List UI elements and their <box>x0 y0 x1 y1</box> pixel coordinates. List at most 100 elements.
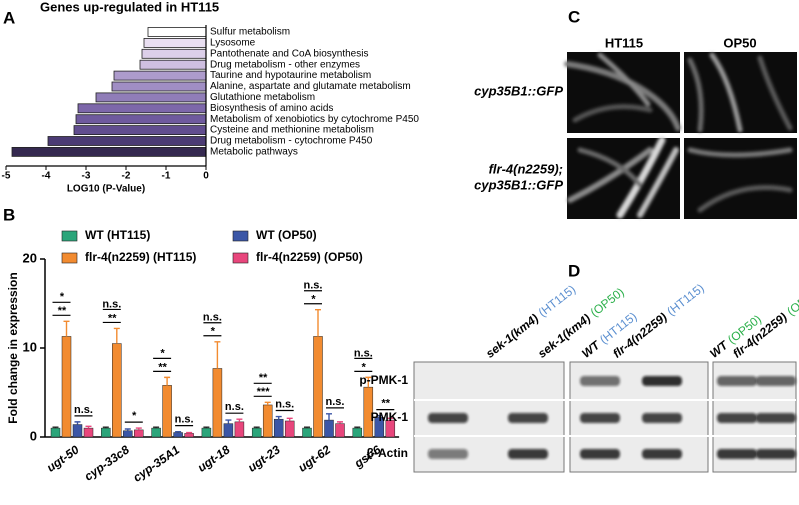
lane-condition: (HT115) <box>664 281 707 319</box>
bar <box>184 433 194 438</box>
lane-condition: (HT115) <box>536 282 579 320</box>
category-label: Metabolic pathways <box>210 147 298 158</box>
row-label: p-PMK-1 <box>359 373 408 387</box>
blot-band <box>717 449 757 459</box>
row-label: flr-4(n2259); <box>489 161 563 176</box>
bar <box>134 429 144 438</box>
significance-label: * <box>361 361 366 373</box>
x-tick-label: cyp-33c8 <box>82 442 132 483</box>
error-bar <box>253 426 260 429</box>
category-label: Cysteine and methionine metabolism <box>210 125 374 136</box>
error-bar <box>337 421 343 424</box>
blot-band <box>580 449 620 459</box>
x-tick-label: cyp-35A1 <box>130 442 182 484</box>
error-bar <box>74 421 81 425</box>
x-tick-label: -4 <box>42 171 51 182</box>
significance-label: n.s. <box>354 347 373 359</box>
blot <box>413 361 797 473</box>
bar <box>61 336 72 438</box>
error-bar <box>175 430 182 433</box>
bar <box>77 103 207 114</box>
significance-label: ** <box>57 305 66 317</box>
significance-label: ** <box>108 312 117 324</box>
category-label: Drug metabolism - cytochrome P450 <box>210 136 373 147</box>
significance-label: * <box>132 410 137 422</box>
category-label: Pantothenate and CoA biosynthesis <box>210 48 368 59</box>
bar <box>47 136 207 146</box>
bar <box>72 424 83 438</box>
legend-label: WT (HT115) <box>85 228 150 242</box>
significance-label: ** <box>381 398 390 410</box>
legend-swatch <box>232 252 249 264</box>
blot-band <box>756 449 796 459</box>
error-bar <box>102 426 109 429</box>
significance-label: n.s. <box>102 298 121 310</box>
bar <box>251 427 262 438</box>
bar <box>151 427 161 438</box>
blot-band <box>642 413 682 423</box>
lane-label: sek-1(km4)(HT115) <box>483 282 578 361</box>
bar <box>173 432 183 438</box>
category-label: Sulfur metabolism <box>210 27 290 38</box>
x-tick-label: -5 <box>2 171 11 182</box>
lane-genotype: sek-1(km4) <box>483 311 541 361</box>
lane-condition: (OP50) <box>784 284 799 319</box>
bar <box>73 125 207 135</box>
legend-swatch <box>232 230 249 242</box>
x-tick-label: ugt-62 <box>296 442 334 474</box>
bar <box>262 404 273 438</box>
error-bar <box>135 427 142 430</box>
error-bar <box>236 418 243 422</box>
row-label: PMK-1 <box>371 410 409 424</box>
blot-band <box>580 413 620 423</box>
error-bar <box>164 376 171 386</box>
blot-band <box>428 449 468 459</box>
error-bar <box>387 417 394 421</box>
bar <box>75 114 207 125</box>
error-bar <box>264 401 271 405</box>
blot-band <box>756 376 796 386</box>
category-label: Glutathione metabolism <box>210 92 315 103</box>
significance-label: n.s. <box>304 280 323 292</box>
bar <box>83 427 94 438</box>
bar <box>234 421 245 438</box>
category-label: Metabolism of xenobiotics by cytochrome … <box>210 114 419 125</box>
category-label: Alanine, aspartate and glutamate metabol… <box>210 81 411 92</box>
y-tick-label: 20 <box>23 250 37 265</box>
bar <box>284 420 295 438</box>
error-bar <box>52 426 59 429</box>
bar <box>352 427 363 438</box>
significance-label: n.s. <box>74 404 93 416</box>
x-tick-label: ugt-50 <box>44 442 82 474</box>
bar <box>141 48 207 59</box>
bar <box>139 59 207 70</box>
x-tick-label: -1 <box>162 171 171 182</box>
lane-label: flr-4(n2259)(OP50) <box>730 284 799 361</box>
panel-letter: C <box>568 7 580 26</box>
error-bar <box>214 341 221 369</box>
x-tick-label: -2 <box>122 171 131 182</box>
blot-band <box>508 413 548 423</box>
x-axis-label: LOG10 (P-Value) <box>67 184 145 195</box>
bar <box>95 92 207 103</box>
row-label: cyp35B1::GFP <box>474 177 563 192</box>
significance-label: * <box>59 291 64 303</box>
error-bar <box>376 414 383 418</box>
error-bar <box>286 417 293 421</box>
blot-band <box>642 449 682 459</box>
error-bar <box>85 425 92 429</box>
x-tick-label: 0 <box>203 171 209 182</box>
lane-condition: (OP50) <box>588 285 627 320</box>
bar <box>111 81 207 92</box>
blot-band <box>428 413 468 423</box>
error-bar <box>354 426 361 429</box>
error-bar <box>113 327 120 344</box>
bar <box>143 38 207 48</box>
y-axis-label: Fold change in expression <box>6 272 20 423</box>
significance-label: ** <box>158 361 167 373</box>
legend-label: WT (OP50) <box>256 228 317 242</box>
significance-label: *** <box>256 386 270 398</box>
error-bar <box>304 426 310 429</box>
bar <box>212 368 223 438</box>
